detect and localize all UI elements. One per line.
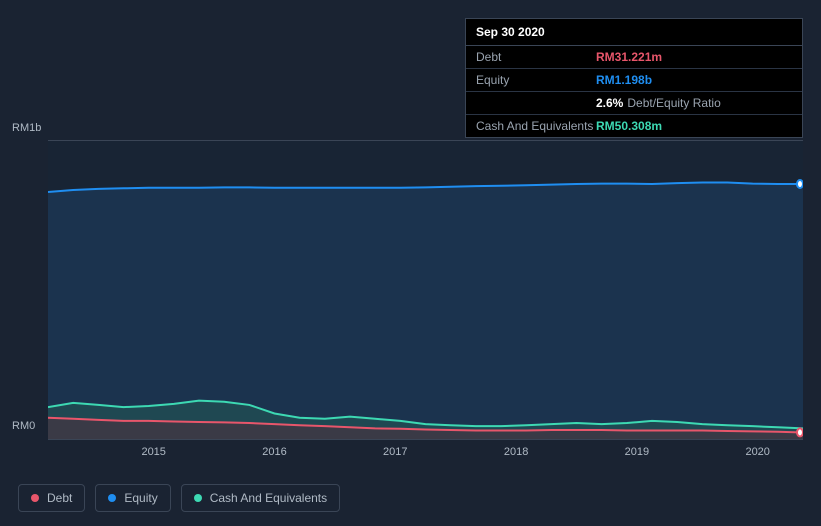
legend-item-debt[interactable]: Debt [18,484,85,512]
chart-tooltip: Sep 30 2020 DebtRM31.221mEquityRM1.198b2… [465,18,803,138]
legend-label: Equity [124,491,157,505]
legend-dot-icon [108,494,116,502]
tooltip-row-value: 2.6%Debt/Equity Ratio [596,96,721,110]
tooltip-row-value: RM1.198b [596,73,652,87]
end-marker [797,428,803,436]
tooltip-row-label: Equity [476,73,596,87]
area-equity [48,183,803,439]
legend-label: Debt [47,491,72,505]
y-axis-top-label: RM1b [12,122,41,134]
legend-item-cash-and-equivalents[interactable]: Cash And Equivalents [181,484,340,512]
x-tick: 2017 [383,446,407,458]
x-tick: 2020 [745,446,769,458]
end-marker [797,180,803,188]
x-tick: 2019 [625,446,649,458]
legend-label: Cash And Equivalents [210,491,327,505]
tooltip-row-value: RM31.221m [596,50,662,64]
tooltip-row: DebtRM31.221m [466,46,802,69]
x-tick: 2015 [141,446,165,458]
legend-item-equity[interactable]: Equity [95,484,170,512]
tooltip-row-label [476,96,596,110]
tooltip-row: 2.6%Debt/Equity Ratio [466,92,802,115]
tooltip-row-suffix: Debt/Equity Ratio [627,96,720,110]
tooltip-row-label: Debt [476,50,596,64]
tooltip-row: EquityRM1.198b [466,69,802,92]
chart-area: RM1b RM0 201520162017201820192020 [18,128,803,476]
tooltip-date: Sep 30 2020 [466,19,802,46]
legend-dot-icon [194,494,202,502]
y-axis-bottom-label: RM0 [12,420,35,432]
x-tick: 2016 [262,446,286,458]
legend-dot-icon [31,494,39,502]
chart-plot[interactable] [48,140,803,440]
x-axis: 2015 2016 2017 2018 2019 2020 [48,446,803,466]
chart-legend: Debt Equity Cash And Equivalents [18,484,340,512]
x-tick: 2018 [504,446,528,458]
